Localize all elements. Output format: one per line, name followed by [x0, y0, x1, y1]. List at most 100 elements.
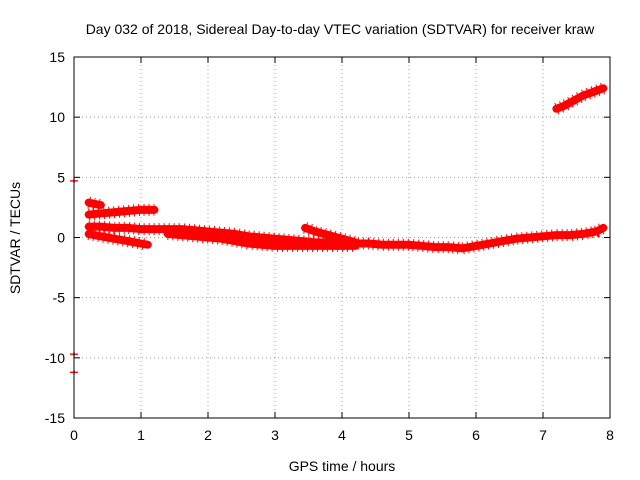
data-point	[123, 225, 132, 230]
data-point	[458, 246, 467, 251]
x-tick-label: 3	[271, 427, 279, 443]
x-tick-label: 6	[472, 427, 480, 443]
data-point	[84, 200, 93, 205]
data-series	[301, 222, 360, 249]
data-series	[163, 227, 360, 252]
x-tick-label: 7	[539, 427, 547, 443]
data-point	[572, 97, 581, 102]
data-point	[150, 227, 159, 232]
data-point	[96, 234, 105, 239]
data-point	[378, 242, 387, 247]
data-point	[96, 203, 105, 208]
data-point	[230, 239, 239, 244]
x-axis-label: GPS time / hours	[289, 458, 396, 474]
data-point	[592, 88, 601, 93]
data-point	[297, 243, 306, 248]
data-point	[271, 236, 279, 241]
data-point	[579, 231, 588, 236]
data-series	[552, 82, 608, 115]
data-point	[137, 227, 145, 232]
data-point	[498, 239, 507, 244]
y-tick-label: 15	[49, 49, 65, 65]
data-point	[110, 210, 119, 215]
data-series	[84, 196, 105, 211]
data-point	[284, 237, 293, 242]
data-point	[84, 212, 93, 217]
data-point	[110, 236, 119, 241]
y-tick-label: -10	[45, 350, 65, 366]
data-series	[84, 228, 152, 251]
data-point	[338, 236, 346, 241]
data-point	[552, 106, 561, 111]
data-point	[539, 234, 547, 239]
data-point	[311, 229, 320, 234]
y-tick-label: -5	[53, 290, 66, 306]
x-tick-label: 8	[606, 427, 614, 443]
data-point	[190, 234, 199, 239]
data-point	[445, 245, 454, 250]
data-point	[311, 243, 320, 248]
axis-ticks	[73, 56, 611, 419]
data-point	[525, 235, 534, 240]
data-point	[271, 243, 279, 248]
data-point	[123, 239, 132, 244]
data-point	[143, 242, 152, 247]
data-point	[599, 225, 608, 230]
y-tick-label: 0	[57, 230, 65, 246]
data-series	[84, 203, 159, 221]
data-point	[204, 229, 212, 234]
data-point	[552, 233, 561, 238]
data-point	[257, 235, 266, 240]
data-point	[96, 211, 105, 216]
data-point	[204, 235, 212, 240]
x-tick-label: 1	[137, 427, 145, 443]
data-point	[257, 242, 266, 247]
y-tick-labels: -15 -10 -5 0 5 10 15	[45, 49, 65, 426]
data-point	[565, 233, 574, 238]
data-point	[472, 243, 480, 248]
data-point	[96, 224, 105, 229]
data-point	[585, 91, 594, 96]
data-point	[177, 233, 186, 238]
x-tick-labels: 0 1 2 3 4 5 6 7 8	[70, 427, 614, 443]
data-point	[324, 243, 333, 248]
data-point	[418, 243, 427, 248]
y-tick-label: -15	[45, 410, 65, 426]
data-point	[244, 241, 253, 246]
x-tick-label: 0	[70, 427, 78, 443]
data-point	[230, 231, 239, 236]
data-point	[137, 207, 145, 212]
data-point	[84, 224, 93, 229]
data-point	[284, 243, 293, 248]
data-point	[512, 236, 521, 241]
x-tick-label: 5	[405, 427, 413, 443]
y-axis-label: SDTVAR / TECUs	[7, 182, 23, 294]
data-point	[110, 225, 119, 230]
data-series-layer	[70, 82, 608, 375]
data-point	[190, 228, 199, 233]
data-point	[324, 233, 333, 238]
data-point	[364, 241, 373, 246]
data-point	[579, 93, 588, 98]
data-point	[565, 100, 574, 105]
data-point	[217, 236, 226, 241]
data-point	[90, 201, 99, 206]
data-point	[485, 241, 494, 246]
data-point	[592, 229, 601, 234]
data-point	[301, 225, 310, 230]
data-point	[150, 207, 159, 212]
data-point	[338, 243, 346, 248]
data-point	[123, 209, 132, 214]
data-point	[559, 104, 568, 109]
y-tick-label: 10	[49, 109, 65, 125]
chart-title: Day 032 of 2018, Sidereal Day-to-day VTE…	[86, 21, 595, 37]
data-point	[431, 245, 440, 250]
data-point	[137, 241, 145, 246]
data-point	[599, 86, 608, 91]
x-tick-label: 4	[338, 427, 346, 443]
data-point	[351, 240, 360, 245]
data-point	[391, 242, 400, 247]
y-tick-label: 5	[57, 169, 65, 185]
data-point	[163, 231, 172, 236]
